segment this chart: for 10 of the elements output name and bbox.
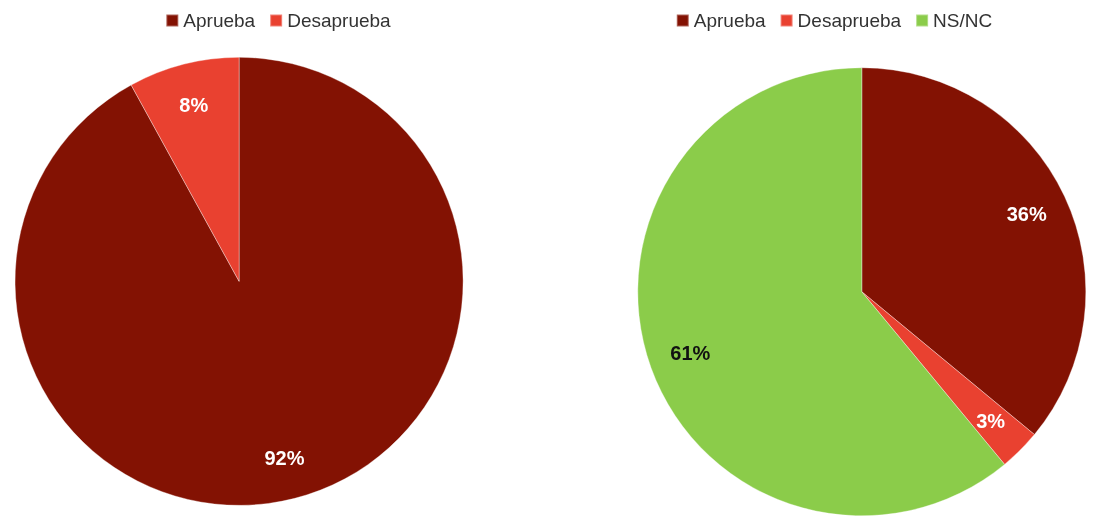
legend-label: Aprueba [183,10,256,31]
data-label: 92% [264,446,305,469]
data-label: 61% [670,342,711,365]
legend-label: NS/NC [933,10,993,31]
data-label: 8% [179,93,209,116]
data-label: 3% [976,409,1006,432]
legend-label: Desaprueba [287,10,392,31]
data-label: 36% [1006,203,1047,226]
legend-label: Desaprueba [797,10,902,31]
legend-label: Aprueba [693,10,767,31]
